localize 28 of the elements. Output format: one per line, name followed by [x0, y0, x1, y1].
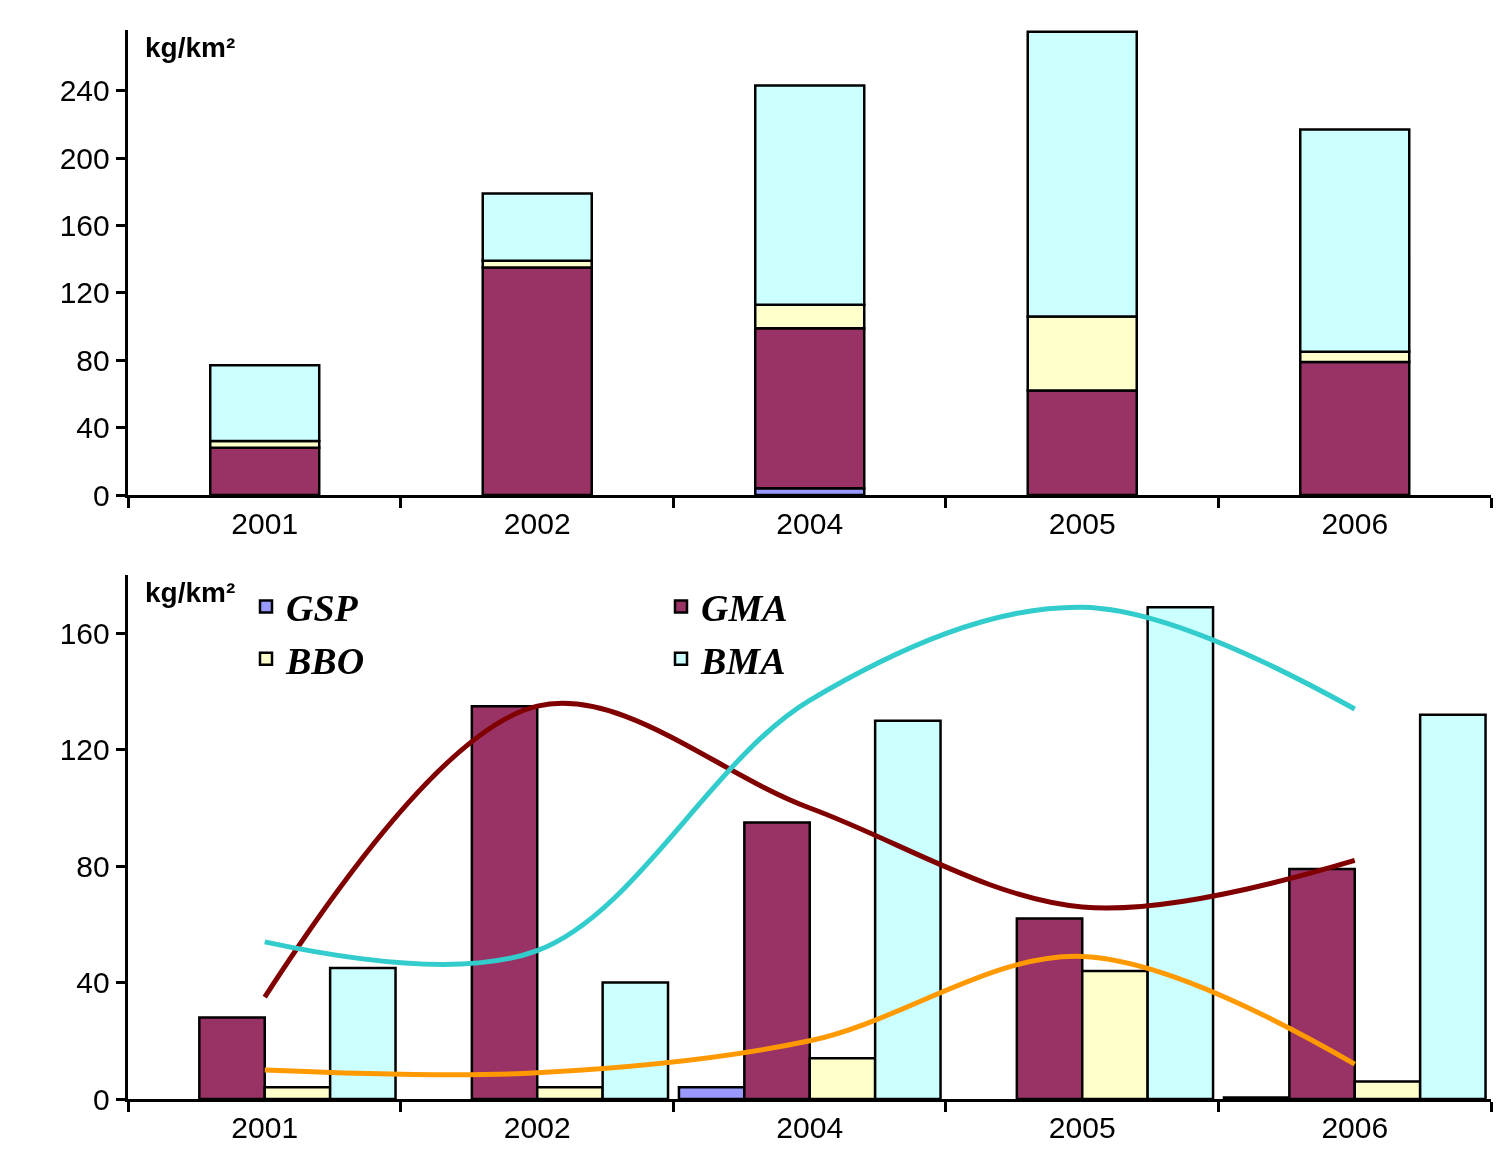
legend-label: BMA	[700, 639, 786, 682]
y-tick-label: 80	[76, 343, 110, 377]
legend-label: GSP	[286, 587, 359, 630]
x-tick-label: 2004	[776, 1110, 844, 1144]
y-tick-label: 120	[59, 733, 110, 767]
x-tick-label: 2005	[1048, 1110, 1116, 1144]
y-tick-label: 40	[76, 411, 110, 445]
x-tick-label: 2001	[231, 1110, 299, 1144]
y-tick-label: 40	[76, 966, 110, 1000]
x-tick-label: 2002	[503, 506, 571, 540]
y-axis-title: kg/km²	[145, 577, 236, 608]
legend-label: GMA	[701, 587, 788, 630]
y-tick-label: 120	[59, 276, 110, 310]
y-tick-label: 80	[76, 849, 110, 883]
x-tick-label: 2001	[231, 506, 299, 540]
y-tick-label: 240	[59, 74, 110, 108]
x-tick-label: 2006	[1321, 1110, 1389, 1144]
y-tick-label: 0	[93, 1082, 110, 1116]
x-tick-label: 2004	[776, 506, 844, 540]
x-tick-label: 2006	[1321, 506, 1389, 540]
y-tick-label: 160	[59, 208, 110, 242]
x-tick-label: 2002	[503, 1110, 571, 1144]
y-axis-title: kg/km²	[145, 32, 236, 63]
y-tick-label: 160	[59, 616, 110, 650]
y-tick-label: 200	[59, 141, 110, 175]
legend-label: BBO	[285, 639, 365, 682]
x-tick-label: 2005	[1048, 506, 1116, 540]
y-tick-label: 0	[93, 478, 110, 512]
